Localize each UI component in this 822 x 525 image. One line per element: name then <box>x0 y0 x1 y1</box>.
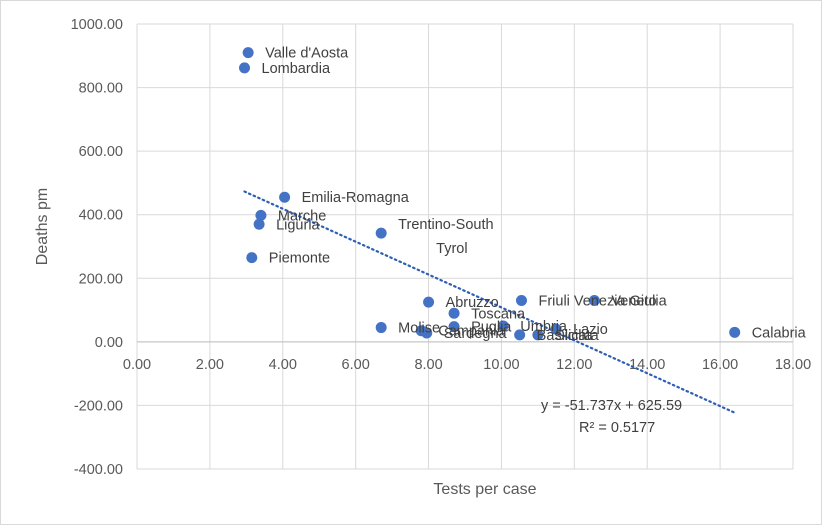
data-point <box>255 209 267 221</box>
x-tick-label: 8.00 <box>414 357 442 373</box>
data-point <box>532 329 544 341</box>
trendline <box>243 190 736 414</box>
data-point <box>375 322 387 334</box>
x-axis-ticks: 0.00 2.00 4.00 6.00 8.00 10.00 12.00 14.00 16.00… <box>123 357 811 373</box>
data-point <box>515 295 527 307</box>
point-label: Veneto <box>611 294 656 310</box>
x-tick-label: 2.00 <box>196 357 224 373</box>
trendline-r-squared: R² = 0.5177 <box>579 420 655 436</box>
point-label: Puglia <box>471 320 512 336</box>
data-point <box>497 320 509 332</box>
point-label: Lazio <box>573 322 608 338</box>
x-tick-label: 10.00 <box>483 357 519 373</box>
x-tick-label: 12.00 <box>556 357 592 373</box>
point-label: Sicilia <box>555 328 594 344</box>
data-point <box>239 62 251 74</box>
data-point <box>448 321 460 333</box>
point-label: Piemonte <box>269 251 330 267</box>
y-tick-label: -400.00 <box>74 462 123 478</box>
data-point <box>279 191 291 203</box>
y-tick-label: 0.00 <box>95 335 123 351</box>
y-tick-label: 600.00 <box>79 144 123 160</box>
y-tick-label: -200.00 <box>74 398 123 414</box>
x-tick-label: 6.00 <box>342 357 370 373</box>
y-axis-ticks: -400.00 -200.00 0.00 200.00 400.00 600.00 800.… <box>71 17 123 478</box>
point-label: Abruzzo <box>446 295 499 311</box>
y-tick-label: 200.00 <box>79 271 123 287</box>
y-tick-label: 1000.00 <box>71 17 123 33</box>
data-point <box>253 218 265 230</box>
x-tick-label: 18.00 <box>775 357 811 373</box>
y-tick-label: 800.00 <box>79 81 123 97</box>
y-axis-title: Deaths pm <box>34 188 51 265</box>
point-label: Campania <box>438 324 505 340</box>
data-point <box>550 323 562 335</box>
data-points <box>239 47 741 341</box>
data-point <box>423 296 435 308</box>
x-tick-label: 14.00 <box>629 357 665 373</box>
data-point <box>588 295 600 307</box>
point-label: Calabria <box>752 325 807 341</box>
data-point <box>514 329 526 341</box>
data-point <box>729 326 741 338</box>
x-tick-label: 16.00 <box>702 357 738 373</box>
trendline-equation: y = -51.737x + 625.59 <box>541 398 682 414</box>
data-point <box>421 327 433 339</box>
data-point <box>242 47 254 59</box>
point-label: Friuli Venezia Giulia <box>538 294 667 310</box>
y-tick-label: 400.00 <box>79 208 123 224</box>
point-label: Liguria <box>276 217 320 233</box>
data-point <box>246 252 258 264</box>
x-tick-label: 4.00 <box>269 357 297 373</box>
point-label: Sardegna <box>444 326 508 342</box>
point-label: Lombardia <box>262 61 331 77</box>
point-label: Marche <box>278 208 326 224</box>
x-axis-title: Tests per case <box>433 481 536 498</box>
point-label: Emilia-Romagna <box>302 190 410 206</box>
trendline-group <box>243 190 736 414</box>
x-tick-label: 0.00 <box>123 357 151 373</box>
point-label: Molise <box>398 321 440 337</box>
gridlines <box>136 23 794 470</box>
point-label: Basilicata <box>537 328 600 344</box>
point-label: Umbria <box>520 319 568 335</box>
point-label: Trentino-South Tyrol <box>398 217 493 257</box>
data-point <box>375 227 387 239</box>
point-label: Valle d'Aosta <box>265 46 349 62</box>
point-label: Toscana <box>471 306 526 322</box>
data-point <box>448 307 460 319</box>
